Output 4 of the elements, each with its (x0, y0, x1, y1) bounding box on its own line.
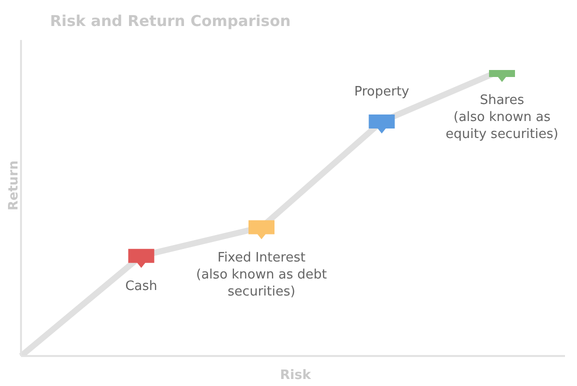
annotation: Property (354, 84, 410, 100)
annotation: Fixed Interest (also known as debt securities) (196, 250, 327, 300)
annotation: Cash (125, 278, 158, 294)
annotation: Shares (also known as equity securities) (446, 93, 558, 142)
